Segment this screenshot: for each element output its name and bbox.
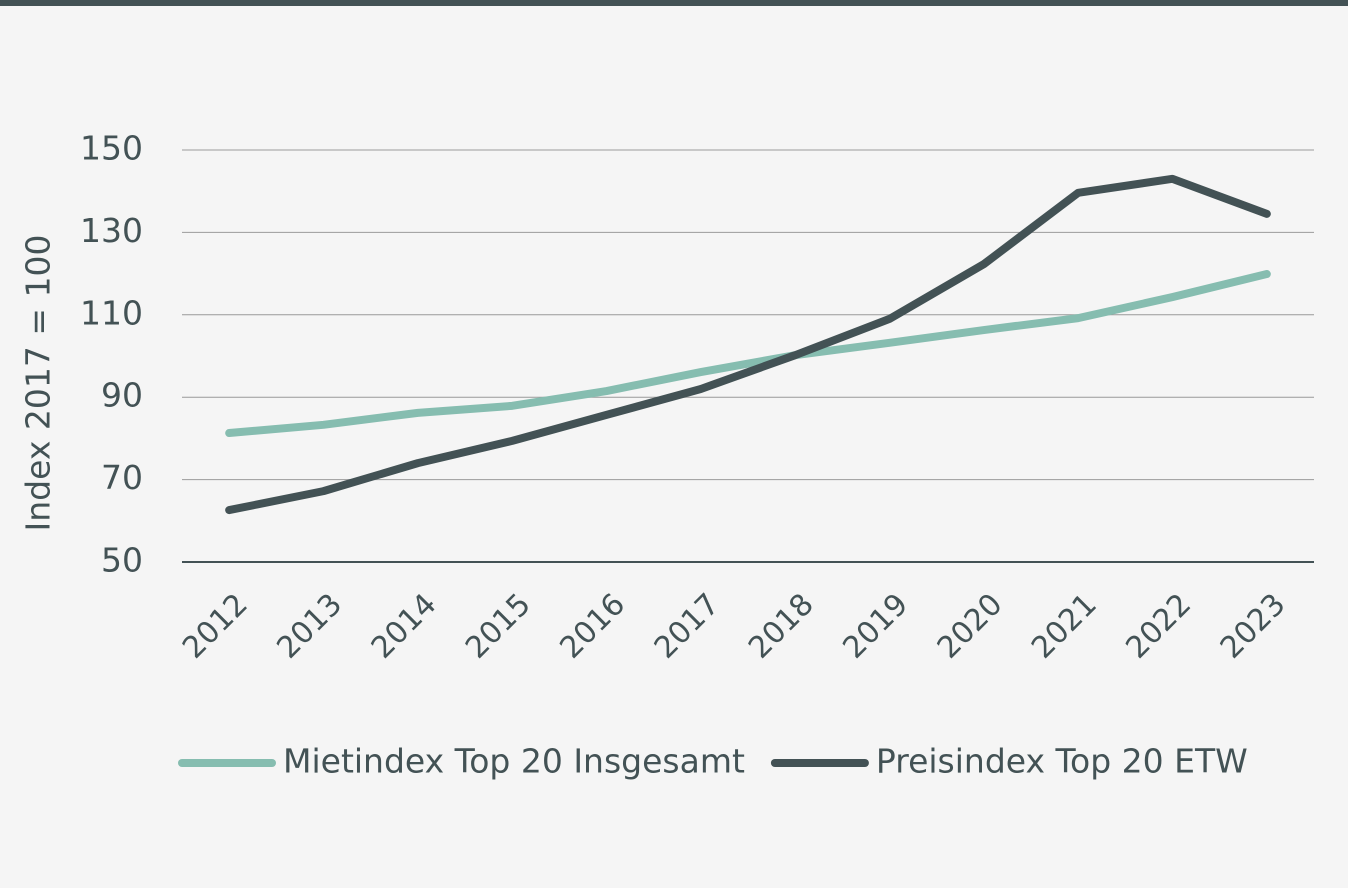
- line-series: [225, 270, 1271, 438]
- y-tick-label: 110: [80, 293, 143, 332]
- line-series: [225, 174, 1271, 515]
- legend-label: Mietindex Top 20 Insgesamt: [283, 742, 745, 781]
- y-tick-label: 150: [80, 129, 143, 168]
- y-tick-label: 90: [101, 376, 143, 415]
- legend-label: Preisindex Top 20 ETW: [876, 742, 1248, 781]
- y-tick-label: 50: [101, 541, 143, 580]
- y-tick-label: 70: [101, 458, 143, 497]
- y-tick-label: 130: [80, 211, 143, 250]
- y-axis-label: Index 2017 = 100: [19, 235, 58, 532]
- top-bar: [0, 0, 1348, 6]
